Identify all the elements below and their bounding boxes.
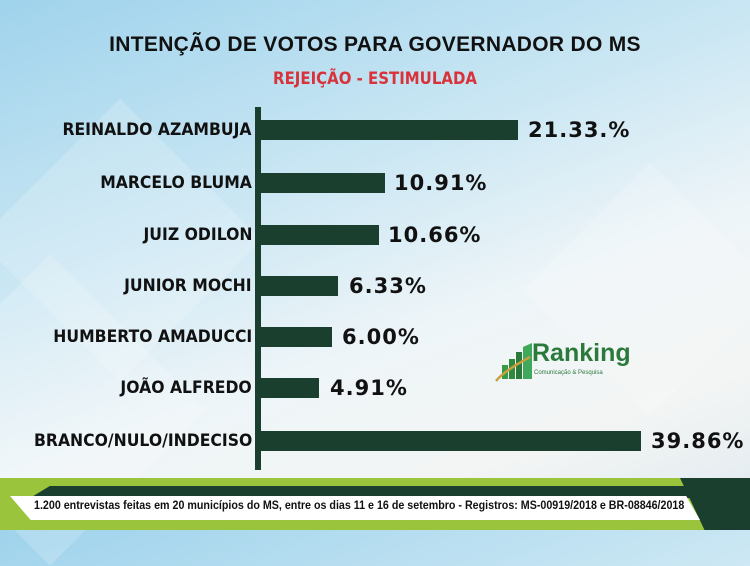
footer-note: 1.200 entrevistas feitas em 20 município… <box>34 500 685 512</box>
ranking-logo: Ranking Comunicação & Pesquisa <box>494 339 631 383</box>
bar-row: JUIZ ODILON 10.66% <box>0 223 750 247</box>
value-label: 10.91% <box>394 171 488 195</box>
category-label: JUIZ ODILON <box>142 225 252 245</box>
category-label: HUMBERTO AMADUCCI <box>53 327 252 347</box>
category-label: BRANCO/NULO/INDECISO <box>33 431 252 451</box>
footer-note-box <box>10 496 700 520</box>
bar-row: JUNIOR MOCHI 6.33% <box>0 274 750 298</box>
bar <box>261 120 518 140</box>
value-label: 21.33.% <box>528 118 631 142</box>
value-label: 4.91% <box>330 376 408 400</box>
bar-row: BRANCO/NULO/INDECISO 39.86% <box>0 429 750 453</box>
value-label: 39.86% <box>651 429 745 453</box>
category-label: MARCELO BLUMA <box>100 173 252 193</box>
value-label: 10.66% <box>388 223 482 247</box>
footer-banner: 1.200 entrevistas feitas em 20 município… <box>0 478 750 530</box>
value-label: 6.00% <box>342 325 420 349</box>
chart-title: INTENÇÃO DE VOTOS PARA GOVERNADOR DO MS <box>109 33 641 56</box>
bar <box>261 276 338 296</box>
bar <box>261 431 641 451</box>
category-label: REINALDO AZAMBUJA <box>62 120 252 140</box>
value-label: 6.33% <box>349 274 427 298</box>
bar-row: HUMBERTO AMADUCCI 6.00% <box>0 325 750 349</box>
y-axis-line <box>255 107 261 470</box>
bar-row: JOÃO ALFREDO 4.91% <box>0 376 750 400</box>
bar-row: MARCELO BLUMA 10.91% <box>0 171 750 195</box>
logo-tagline: Comunicação & Pesquisa <box>534 370 603 376</box>
chart-subtitle: REJEIÇÃO - ESTIMULADA <box>273 69 477 89</box>
bar <box>261 378 319 398</box>
footer-dark-stripe <box>30 486 690 498</box>
logo-name: Ranking <box>532 339 631 367</box>
bar <box>261 173 385 193</box>
bar-growth-icon <box>495 343 532 382</box>
category-label: JUNIOR MOCHI <box>124 276 252 296</box>
bar-row: REINALDO AZAMBUJA 21.33.% <box>0 118 750 142</box>
category-label: JOÃO ALFREDO <box>120 378 252 398</box>
bar <box>261 327 332 347</box>
bar <box>261 225 379 245</box>
